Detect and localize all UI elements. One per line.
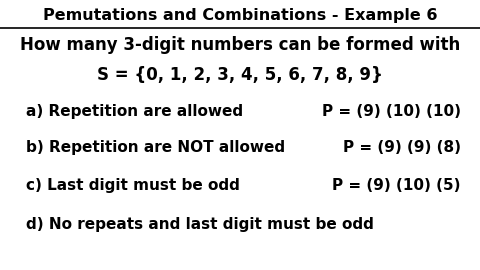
Text: How many 3-digit numbers can be formed with: How many 3-digit numbers can be formed w… xyxy=(20,36,460,55)
Text: d) No repeats and last digit must be odd: d) No repeats and last digit must be odd xyxy=(26,217,374,232)
Text: P = (9) (10) (10): P = (9) (10) (10) xyxy=(322,104,461,119)
Text: S = {0, 1, 2, 3, 4, 5, 6, 7, 8, 9}: S = {0, 1, 2, 3, 4, 5, 6, 7, 8, 9} xyxy=(97,66,383,84)
Text: c) Last digit must be odd: c) Last digit must be odd xyxy=(26,178,240,193)
Text: Pemutations and Combinations - Example 6: Pemutations and Combinations - Example 6 xyxy=(43,8,437,23)
Text: b) Repetition are NOT allowed: b) Repetition are NOT allowed xyxy=(26,140,286,156)
Text: P = (9) (9) (8): P = (9) (9) (8) xyxy=(343,140,461,156)
Text: P = (9) (10) (5): P = (9) (10) (5) xyxy=(332,178,461,193)
Text: a) Repetition are allowed: a) Repetition are allowed xyxy=(26,104,243,119)
